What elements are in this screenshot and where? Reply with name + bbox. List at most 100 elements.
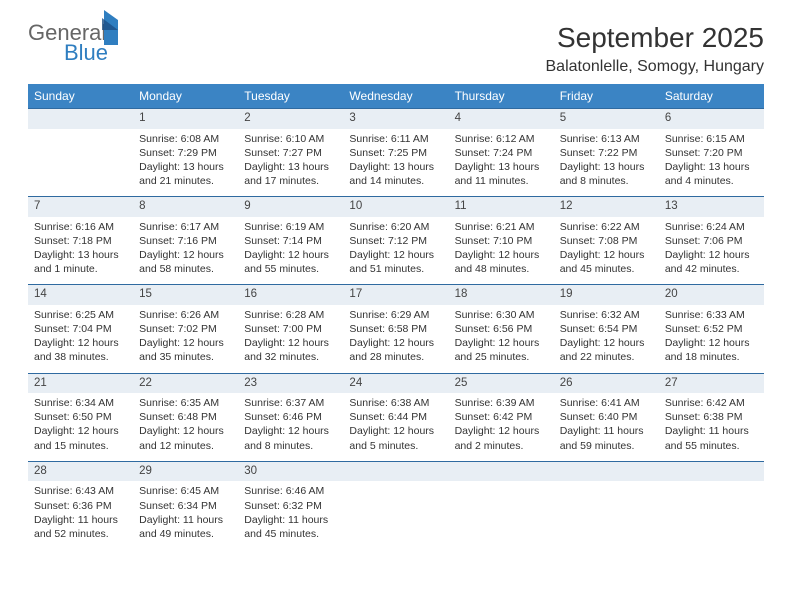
sunrise-line: Sunrise: 6:46 AM — [244, 484, 337, 498]
sunrise-line: Sunrise: 6:32 AM — [560, 308, 653, 322]
sunset-line: Sunset: 6:36 PM — [34, 499, 127, 513]
daylight-line: Daylight: 12 hours and 48 minutes. — [455, 248, 548, 276]
day-number: 23 — [238, 373, 343, 393]
day-content-row: Sunrise: 6:16 AMSunset: 7:18 PMDaylight:… — [28, 217, 764, 285]
daylight-line: Daylight: 12 hours and 51 minutes. — [349, 248, 442, 276]
day-cell: Sunrise: 6:32 AMSunset: 6:54 PMDaylight:… — [554, 305, 659, 373]
sunset-line: Sunset: 7:27 PM — [244, 146, 337, 160]
sunrise-line: Sunrise: 6:30 AM — [455, 308, 548, 322]
logo-text: General Blue — [28, 22, 118, 64]
day-cell — [343, 481, 448, 549]
day-number: 24 — [343, 373, 448, 393]
day-cell — [449, 481, 554, 549]
sunset-line: Sunset: 6:44 PM — [349, 410, 442, 424]
day-cell: Sunrise: 6:34 AMSunset: 6:50 PMDaylight:… — [28, 393, 133, 461]
sunset-line: Sunset: 6:50 PM — [34, 410, 127, 424]
sunrise-line: Sunrise: 6:25 AM — [34, 308, 127, 322]
sunset-line: Sunset: 6:58 PM — [349, 322, 442, 336]
day-number — [659, 461, 764, 481]
day-number-row: 14151617181920 — [28, 285, 764, 305]
day-number: 3 — [343, 109, 448, 129]
calendar-head: SundayMondayTuesdayWednesdayThursdayFrid… — [28, 84, 764, 109]
sunrise-line: Sunrise: 6:26 AM — [139, 308, 232, 322]
day-number-row: 282930 — [28, 461, 764, 481]
day-cell: Sunrise: 6:26 AMSunset: 7:02 PMDaylight:… — [133, 305, 238, 373]
day-number-row: 21222324252627 — [28, 373, 764, 393]
day-content-row: Sunrise: 6:08 AMSunset: 7:29 PMDaylight:… — [28, 129, 764, 197]
daylight-line: Daylight: 12 hours and 55 minutes. — [244, 248, 337, 276]
weekday-header: Thursday — [449, 84, 554, 109]
daylight-line: Daylight: 13 hours and 17 minutes. — [244, 160, 337, 188]
daylight-line: Daylight: 13 hours and 1 minute. — [34, 248, 127, 276]
sunset-line: Sunset: 6:46 PM — [244, 410, 337, 424]
day-cell: Sunrise: 6:42 AMSunset: 6:38 PMDaylight:… — [659, 393, 764, 461]
daylight-line: Daylight: 12 hours and 58 minutes. — [139, 248, 232, 276]
day-cell: Sunrise: 6:17 AMSunset: 7:16 PMDaylight:… — [133, 217, 238, 285]
sunrise-line: Sunrise: 6:37 AM — [244, 396, 337, 410]
day-number: 18 — [449, 285, 554, 305]
day-number: 27 — [659, 373, 764, 393]
day-cell: Sunrise: 6:30 AMSunset: 6:56 PMDaylight:… — [449, 305, 554, 373]
weekday-header: Monday — [133, 84, 238, 109]
daylight-line: Daylight: 12 hours and 12 minutes. — [139, 424, 232, 452]
sunrise-line: Sunrise: 6:17 AM — [139, 220, 232, 234]
sunset-line: Sunset: 6:40 PM — [560, 410, 653, 424]
day-number — [28, 109, 133, 129]
daylight-line: Daylight: 13 hours and 11 minutes. — [455, 160, 548, 188]
day-number: 2 — [238, 109, 343, 129]
sunset-line: Sunset: 7:18 PM — [34, 234, 127, 248]
sunrise-line: Sunrise: 6:11 AM — [349, 132, 442, 146]
day-cell: Sunrise: 6:35 AMSunset: 6:48 PMDaylight:… — [133, 393, 238, 461]
sunrise-line: Sunrise: 6:21 AM — [455, 220, 548, 234]
logo: General Blue — [28, 22, 118, 64]
day-cell: Sunrise: 6:16 AMSunset: 7:18 PMDaylight:… — [28, 217, 133, 285]
sunset-line: Sunset: 6:42 PM — [455, 410, 548, 424]
sunset-line: Sunset: 7:16 PM — [139, 234, 232, 248]
daylight-line: Daylight: 11 hours and 59 minutes. — [560, 424, 653, 452]
day-number: 14 — [28, 285, 133, 305]
day-number: 1 — [133, 109, 238, 129]
sunrise-line: Sunrise: 6:35 AM — [139, 396, 232, 410]
logo-sail-icon — [104, 10, 118, 45]
daylight-line: Daylight: 12 hours and 22 minutes. — [560, 336, 653, 364]
day-number: 16 — [238, 285, 343, 305]
day-cell: Sunrise: 6:45 AMSunset: 6:34 PMDaylight:… — [133, 481, 238, 549]
day-number: 5 — [554, 109, 659, 129]
day-cell — [659, 481, 764, 549]
sunset-line: Sunset: 7:14 PM — [244, 234, 337, 248]
sunrise-line: Sunrise: 6:16 AM — [34, 220, 127, 234]
day-number — [449, 461, 554, 481]
day-number: 19 — [554, 285, 659, 305]
sunrise-line: Sunrise: 6:39 AM — [455, 396, 548, 410]
day-number: 15 — [133, 285, 238, 305]
day-cell: Sunrise: 6:46 AMSunset: 6:32 PMDaylight:… — [238, 481, 343, 549]
day-number: 10 — [343, 197, 448, 217]
sunrise-line: Sunrise: 6:12 AM — [455, 132, 548, 146]
month-title: September 2025 — [546, 22, 765, 54]
sunset-line: Sunset: 6:48 PM — [139, 410, 232, 424]
day-cell: Sunrise: 6:29 AMSunset: 6:58 PMDaylight:… — [343, 305, 448, 373]
day-cell: Sunrise: 6:43 AMSunset: 6:36 PMDaylight:… — [28, 481, 133, 549]
day-content-row: Sunrise: 6:43 AMSunset: 6:36 PMDaylight:… — [28, 481, 764, 549]
day-number-row: 123456 — [28, 109, 764, 129]
sunset-line: Sunset: 7:08 PM — [560, 234, 653, 248]
day-number-row: 78910111213 — [28, 197, 764, 217]
day-cell: Sunrise: 6:13 AMSunset: 7:22 PMDaylight:… — [554, 129, 659, 197]
day-cell: Sunrise: 6:25 AMSunset: 7:04 PMDaylight:… — [28, 305, 133, 373]
sunset-line: Sunset: 7:25 PM — [349, 146, 442, 160]
sunset-line: Sunset: 6:32 PM — [244, 499, 337, 513]
daylight-line: Daylight: 12 hours and 28 minutes. — [349, 336, 442, 364]
daylight-line: Daylight: 12 hours and 38 minutes. — [34, 336, 127, 364]
day-content-row: Sunrise: 6:25 AMSunset: 7:04 PMDaylight:… — [28, 305, 764, 373]
sunrise-line: Sunrise: 6:24 AM — [665, 220, 758, 234]
day-number: 29 — [133, 461, 238, 481]
day-number: 26 — [554, 373, 659, 393]
calendar-table: SundayMondayTuesdayWednesdayThursdayFrid… — [28, 84, 764, 549]
day-cell: Sunrise: 6:37 AMSunset: 6:46 PMDaylight:… — [238, 393, 343, 461]
day-number: 9 — [238, 197, 343, 217]
sunrise-line: Sunrise: 6:10 AM — [244, 132, 337, 146]
sunrise-line: Sunrise: 6:22 AM — [560, 220, 653, 234]
sunset-line: Sunset: 6:56 PM — [455, 322, 548, 336]
sunset-line: Sunset: 7:24 PM — [455, 146, 548, 160]
weekday-header: Wednesday — [343, 84, 448, 109]
